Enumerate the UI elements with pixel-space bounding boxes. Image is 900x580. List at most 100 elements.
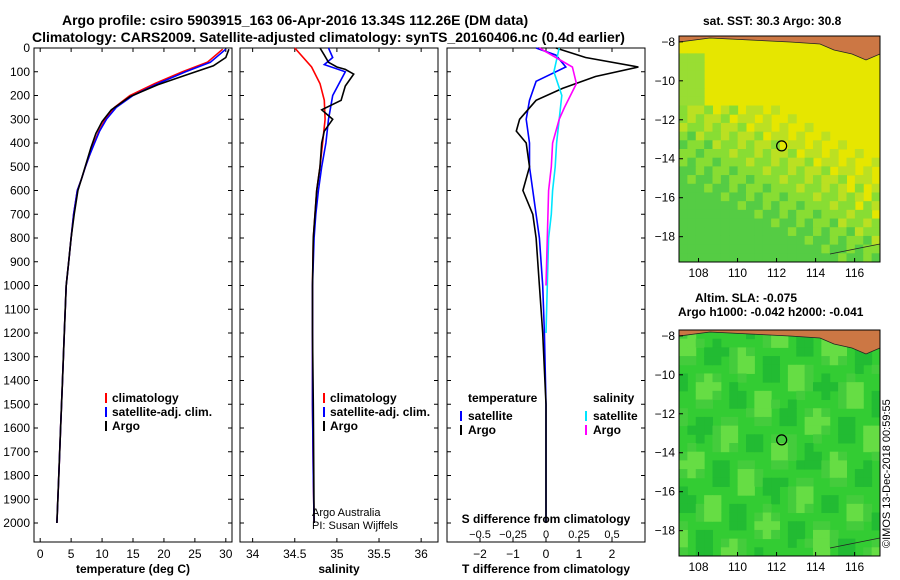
map-cell bbox=[796, 390, 806, 401]
map-cell bbox=[695, 538, 705, 548]
map-cell bbox=[712, 201, 722, 211]
map-cell bbox=[821, 382, 831, 392]
map-cell bbox=[695, 399, 705, 409]
map-cell bbox=[787, 218, 797, 228]
map-cell bbox=[695, 469, 705, 479]
map-cell bbox=[813, 253, 822, 263]
map-cell bbox=[687, 53, 697, 63]
map-cell bbox=[737, 218, 747, 228]
map-cell bbox=[746, 330, 755, 340]
map-cell bbox=[871, 547, 881, 557]
y-tick-label: −16 bbox=[655, 485, 676, 499]
map-cell bbox=[813, 451, 822, 461]
map-cell bbox=[687, 149, 697, 159]
map-cell bbox=[779, 166, 789, 176]
map-cell bbox=[787, 408, 797, 418]
map-cell bbox=[829, 244, 839, 254]
map-cell bbox=[779, 149, 789, 159]
map-cell bbox=[796, 382, 806, 392]
map-cell bbox=[871, 390, 881, 401]
sla-map-subtitle: Argo h1000: -0.042 h2000: -0.041 bbox=[678, 305, 864, 319]
map-cell bbox=[712, 434, 722, 444]
map-cell bbox=[846, 157, 856, 167]
map-cell bbox=[695, 218, 705, 228]
x-tick-label: 36 bbox=[414, 547, 428, 561]
legend-label: satellite bbox=[468, 409, 513, 423]
map-cell bbox=[729, 122, 739, 133]
map-cell bbox=[796, 486, 806, 496]
map-cell bbox=[804, 227, 814, 237]
map-cell bbox=[838, 201, 847, 211]
map-cell bbox=[687, 227, 697, 237]
map-cell bbox=[871, 434, 881, 444]
map-cell bbox=[854, 227, 864, 237]
x-tick-label: 30 bbox=[219, 547, 233, 561]
map-cell bbox=[779, 175, 789, 185]
map-cell bbox=[704, 512, 713, 522]
map-cell bbox=[729, 209, 739, 220]
temperature-panel: 0100200300400500600700800900100011001200… bbox=[3, 41, 233, 576]
map-cell bbox=[838, 538, 847, 548]
map-cell bbox=[695, 373, 705, 383]
map-cell bbox=[695, 244, 705, 254]
x-tick-label: 0 bbox=[543, 547, 550, 561]
map-cell bbox=[762, 244, 772, 254]
map-cell bbox=[729, 390, 739, 401]
map-cell bbox=[712, 140, 722, 150]
map-cell bbox=[729, 434, 739, 444]
map-cell bbox=[754, 122, 764, 133]
map-cell bbox=[704, 227, 713, 237]
sst-map-title: sat. SST: 30.3 Argo: 30.8 bbox=[703, 14, 842, 28]
map-cell bbox=[679, 347, 688, 357]
map-cell bbox=[813, 235, 822, 246]
map-cell bbox=[704, 157, 713, 167]
map-cell bbox=[695, 157, 705, 167]
map-cell bbox=[754, 218, 764, 228]
map-cell bbox=[829, 495, 839, 505]
plot-frame bbox=[33, 47, 233, 543]
map-cell bbox=[762, 175, 772, 185]
map-cell bbox=[695, 105, 705, 115]
map-cell bbox=[796, 503, 806, 514]
map-cell bbox=[729, 503, 739, 514]
map-cell bbox=[704, 235, 713, 246]
plot-frame bbox=[239, 47, 439, 543]
map-cell bbox=[804, 364, 814, 374]
map-cell bbox=[821, 166, 831, 176]
map-cell bbox=[796, 521, 806, 531]
map-cell bbox=[737, 235, 747, 246]
map-cell bbox=[771, 443, 780, 453]
y-tick-label: 100 bbox=[10, 65, 30, 79]
x-axis-label: salinity bbox=[318, 562, 360, 576]
map-cell bbox=[838, 244, 847, 254]
map-cell bbox=[695, 149, 705, 159]
map-cell bbox=[746, 183, 755, 193]
map-cell bbox=[695, 70, 705, 80]
map-cell bbox=[796, 373, 806, 383]
map-cell bbox=[787, 140, 797, 150]
map-cell bbox=[679, 486, 688, 496]
map-cell bbox=[754, 183, 764, 193]
map-cell bbox=[704, 209, 713, 220]
map-cell bbox=[679, 469, 688, 479]
map-cell bbox=[771, 131, 780, 141]
map-cell bbox=[829, 235, 839, 246]
map-cell bbox=[838, 434, 847, 444]
map-cell bbox=[746, 356, 755, 366]
map-cell bbox=[687, 347, 697, 357]
map-cell bbox=[695, 451, 705, 461]
map-cell bbox=[787, 253, 797, 263]
map-cell bbox=[796, 201, 806, 211]
y-tick-label: −8 bbox=[661, 329, 675, 343]
y-tick-label: 1200 bbox=[3, 326, 30, 340]
map-cell bbox=[737, 175, 747, 185]
map-cell bbox=[737, 460, 747, 470]
map-cell bbox=[787, 201, 797, 211]
map-cell bbox=[787, 486, 797, 496]
map-cell bbox=[704, 495, 713, 505]
map-cell bbox=[771, 227, 780, 237]
legend-label: Argo bbox=[468, 423, 496, 437]
sst-map: 108 110 112 114 116 −8 −10 −12 −14 −16 −18 bbox=[655, 35, 881, 280]
map-cell bbox=[854, 469, 864, 479]
x-tick-label: 5 bbox=[68, 547, 75, 561]
